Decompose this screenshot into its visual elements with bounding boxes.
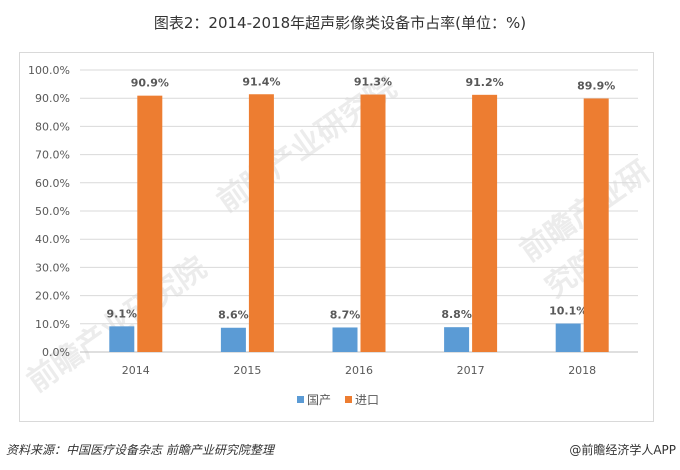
bar-进口 xyxy=(472,94,498,352)
legend-swatch xyxy=(345,396,352,403)
x-tick-label: 2017 xyxy=(457,364,485,377)
bar-进口 xyxy=(137,95,163,353)
y-tick-label: 10.0% xyxy=(35,318,70,331)
y-tick-label: 60.0% xyxy=(35,177,70,190)
y-tick-label: 40.0% xyxy=(35,233,70,246)
x-tick-label: 2018 xyxy=(568,364,596,377)
y-tick-label: 30.0% xyxy=(35,261,70,274)
data-label: 8.6% xyxy=(218,309,249,322)
chart-title: 图表2：2014-2018年超声影像类设备市占率(单位：%) xyxy=(153,14,527,32)
bar-进口 xyxy=(583,98,609,353)
source-note: 资料来源：中国医疗设备杂志 前瞻产业研究院整理 xyxy=(6,443,274,457)
data-label: 91.2% xyxy=(466,76,504,89)
bar-进口 xyxy=(248,94,274,352)
data-label: 89.9% xyxy=(577,79,615,92)
bar-国产 xyxy=(555,323,581,352)
data-label: 91.3% xyxy=(354,76,392,89)
y-tick-label: 50.0% xyxy=(35,205,70,218)
data-label: 90.9% xyxy=(131,77,169,90)
data-label: 10.1% xyxy=(549,305,587,318)
data-label: 9.1% xyxy=(107,307,138,320)
y-tick-label: 80.0% xyxy=(35,120,70,133)
y-tick-label: 0.0% xyxy=(42,346,70,359)
y-tick-label: 100.0% xyxy=(28,64,70,77)
y-tick-label: 90.0% xyxy=(35,92,70,105)
x-tick-label: 2016 xyxy=(345,364,373,377)
bar-国产 xyxy=(220,327,246,352)
data-label: 91.4% xyxy=(242,75,280,88)
brand-credit: @前瞻经济学人APP xyxy=(569,443,676,457)
bar-国产 xyxy=(444,327,470,352)
x-tick-label: 2014 xyxy=(122,364,150,377)
y-tick-label: 20.0% xyxy=(35,290,70,303)
legend-label: 进口 xyxy=(355,393,379,407)
bar-国产 xyxy=(332,327,358,352)
data-label: 8.7% xyxy=(330,308,361,321)
legend-label: 国产 xyxy=(307,393,331,407)
bar-进口 xyxy=(360,94,386,352)
legend-swatch xyxy=(297,396,304,403)
data-label: 8.8% xyxy=(441,308,472,321)
chart-frame xyxy=(19,52,654,422)
x-tick-label: 2015 xyxy=(233,364,261,377)
y-tick-label: 70.0% xyxy=(35,149,70,162)
bar-国产 xyxy=(109,326,135,352)
